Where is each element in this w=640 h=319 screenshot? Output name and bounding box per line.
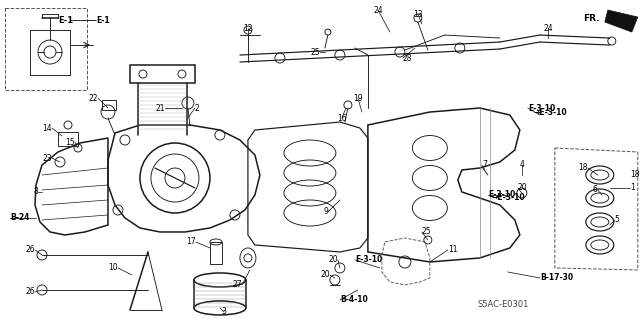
Text: 20: 20 bbox=[518, 183, 527, 192]
Text: 26: 26 bbox=[26, 287, 35, 296]
Text: FR.: FR. bbox=[583, 13, 600, 23]
Text: 7: 7 bbox=[482, 160, 487, 169]
Text: 10: 10 bbox=[108, 263, 118, 272]
Text: 26: 26 bbox=[26, 246, 35, 255]
Bar bbox=[102, 100, 116, 110]
Text: 21: 21 bbox=[156, 104, 165, 113]
Text: 23: 23 bbox=[42, 153, 52, 162]
Text: 20: 20 bbox=[320, 271, 330, 279]
Text: →E-3-10: →E-3-10 bbox=[534, 108, 568, 116]
Text: 2: 2 bbox=[195, 104, 200, 113]
Text: B-24: B-24 bbox=[10, 213, 29, 222]
Text: 28: 28 bbox=[403, 54, 412, 63]
Text: 11: 11 bbox=[448, 246, 458, 255]
Text: 19: 19 bbox=[353, 93, 363, 102]
Text: 12: 12 bbox=[243, 24, 253, 33]
Text: 1: 1 bbox=[630, 183, 634, 192]
Text: 18: 18 bbox=[630, 170, 639, 180]
Bar bbox=[5, 8, 87, 90]
Text: 8: 8 bbox=[33, 188, 38, 197]
Text: 5: 5 bbox=[615, 215, 620, 225]
Text: 24: 24 bbox=[373, 5, 383, 15]
Text: 25: 25 bbox=[422, 227, 431, 236]
Bar bbox=[58, 132, 78, 146]
Text: E-3-10: E-3-10 bbox=[528, 104, 555, 113]
Text: 14: 14 bbox=[42, 123, 52, 132]
Text: 9: 9 bbox=[323, 207, 328, 217]
Text: E-1: E-1 bbox=[96, 16, 109, 25]
Text: 22: 22 bbox=[88, 93, 98, 102]
Text: 15: 15 bbox=[65, 137, 75, 146]
Bar bbox=[210, 242, 222, 264]
Bar bbox=[130, 65, 195, 83]
Text: 4: 4 bbox=[520, 160, 524, 169]
Text: 16: 16 bbox=[337, 114, 347, 122]
Text: 27: 27 bbox=[232, 280, 242, 289]
Text: 13: 13 bbox=[413, 10, 422, 19]
Text: 6: 6 bbox=[593, 185, 598, 195]
Polygon shape bbox=[605, 10, 638, 32]
Text: 3: 3 bbox=[221, 308, 227, 316]
Text: 25: 25 bbox=[310, 48, 320, 56]
Text: 17: 17 bbox=[186, 237, 196, 247]
Text: E-3-10: E-3-10 bbox=[355, 256, 382, 264]
Text: S5AC-E0301: S5AC-E0301 bbox=[478, 300, 529, 309]
Text: B-4-10: B-4-10 bbox=[340, 295, 367, 304]
Text: E-3-10: E-3-10 bbox=[488, 190, 515, 199]
Text: B-17-30: B-17-30 bbox=[540, 273, 573, 282]
Text: 24: 24 bbox=[543, 24, 553, 33]
Text: 18: 18 bbox=[579, 164, 588, 173]
Text: 20: 20 bbox=[328, 256, 338, 264]
Text: →E-3-10: →E-3-10 bbox=[492, 194, 525, 203]
Text: E-1: E-1 bbox=[58, 16, 73, 25]
